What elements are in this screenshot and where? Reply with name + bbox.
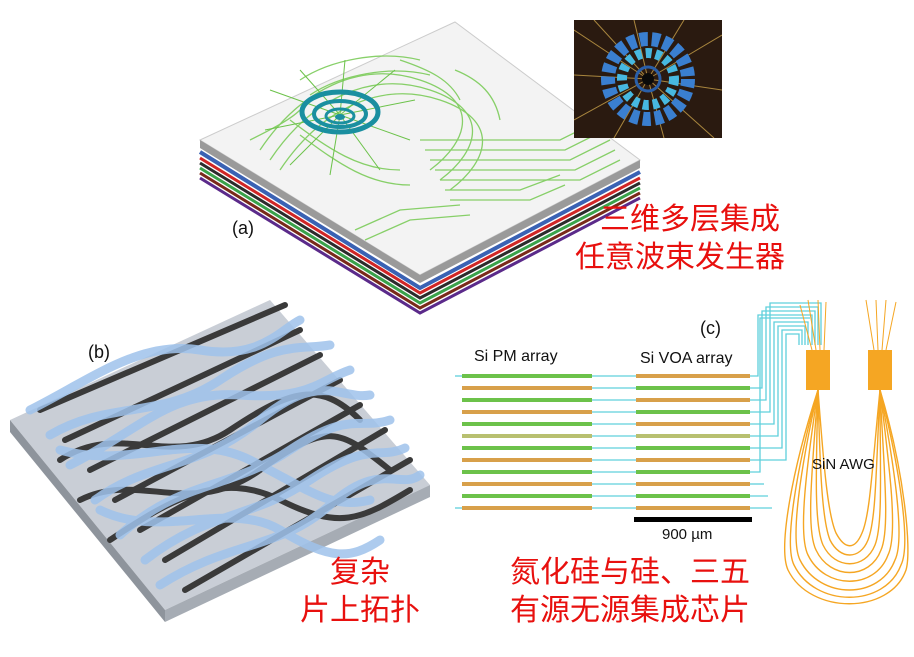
sin-awg-label: SiN AWG <box>812 456 875 473</box>
panel-c-caption-line2: 有源无源集成芯片 <box>510 593 750 628</box>
device-micrograph <box>574 20 722 138</box>
panel-a-label: (a) <box>232 218 254 238</box>
panel-b-caption-line2: 片上拓扑 <box>300 593 420 628</box>
si-voa-array-label: Si VOA array <box>640 350 733 367</box>
si-pm-array <box>462 374 592 510</box>
ring-emitter <box>264 59 416 176</box>
panel-a-caption-line2: 任意波束发生器 <box>575 240 785 275</box>
scale-bar <box>634 517 752 522</box>
interconnect-waveguides <box>455 302 822 509</box>
panel-a-caption-line1: 三维多层集成 <box>600 202 780 237</box>
blue-waveguides <box>25 315 425 590</box>
sin-awg <box>784 299 909 605</box>
si-pm-array-label: Si PM array <box>474 348 558 365</box>
panel-c-label: (c) <box>700 318 721 338</box>
panel-b-label: (b) <box>88 342 110 362</box>
si-voa-array <box>636 374 750 510</box>
layer-stack <box>198 21 641 315</box>
panel-b-caption-line1: 复杂 <box>330 555 390 590</box>
scale-bar-label: 900 µm <box>662 526 713 543</box>
green-waveguides <box>249 55 621 241</box>
panel-c-caption-line1: 氮化硅与硅、三五 <box>510 555 750 590</box>
